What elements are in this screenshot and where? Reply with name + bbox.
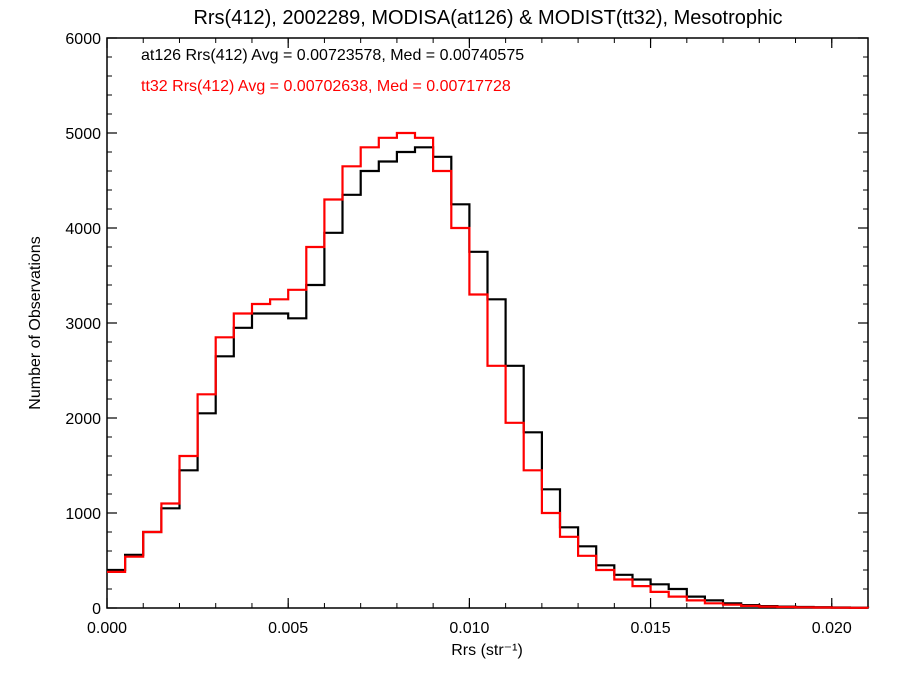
y-tick-label: 2000 xyxy=(65,411,101,428)
x-tick-label: 0.015 xyxy=(631,620,671,637)
plot-area: 0.000 0.005 0.010 0.015 0.020 0 1000 2000 3000 40… xyxy=(65,31,870,637)
x-axis-label: Rrs (str⁻¹) xyxy=(451,642,523,659)
y-tick-label: 6000 xyxy=(65,31,101,48)
y-axis-label: Number of Observations xyxy=(27,236,44,409)
series-line-0 xyxy=(107,146,870,609)
y-tick-label: 4000 xyxy=(65,221,101,238)
legend-entry-1: tt32 Rrs(412) Avg = 0.00702638, Med = 0.… xyxy=(141,78,511,95)
y-tick-label: 0 xyxy=(92,601,101,618)
series-line-1 xyxy=(107,131,870,609)
y-tick-label: 3000 xyxy=(65,316,101,333)
legend: at126 Rrs(412) Avg = 0.00723578, Med = 0… xyxy=(141,47,524,95)
axis-ticks: 0.000 0.005 0.010 0.015 0.020 0 1000 2000 3000 40… xyxy=(65,31,869,637)
x-tick-label: 0.020 xyxy=(812,620,852,637)
series-lines xyxy=(107,131,870,609)
y-tick-label: 5000 xyxy=(65,126,101,143)
x-tick-label: 0.005 xyxy=(268,620,308,637)
x-tick-label: 0.010 xyxy=(449,620,489,637)
chart-title: Rrs(412), 2002289, MODISA(at126) & MODIS… xyxy=(193,7,782,29)
x-tick-label: 0.000 xyxy=(87,620,127,637)
legend-entry-0: at126 Rrs(412) Avg = 0.00723578, Med = 0… xyxy=(141,47,524,64)
y-tick-label: 1000 xyxy=(65,506,101,523)
